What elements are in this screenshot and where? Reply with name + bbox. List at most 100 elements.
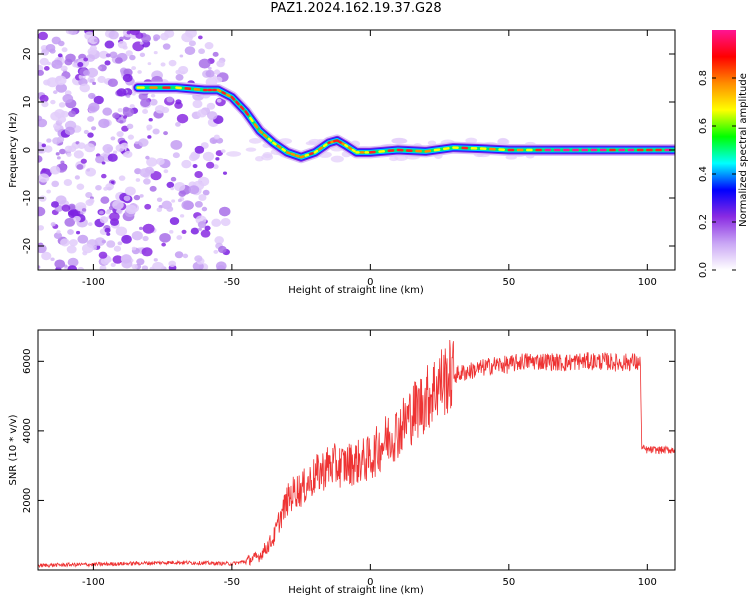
noise-blob bbox=[192, 164, 198, 169]
y-tick-label: 2000 bbox=[22, 488, 33, 513]
noise-blob bbox=[198, 194, 207, 201]
noise-blob bbox=[106, 232, 111, 236]
noise-blob bbox=[140, 98, 151, 108]
ridge-peak bbox=[290, 152, 296, 156]
noise-blob bbox=[122, 107, 134, 117]
noise-blob bbox=[60, 110, 69, 118]
noise-blob bbox=[194, 171, 203, 179]
noise-blob bbox=[121, 125, 129, 132]
noise-blob bbox=[176, 235, 183, 240]
noise-blob bbox=[113, 150, 118, 155]
noise-blob bbox=[222, 171, 228, 175]
noise-blob bbox=[86, 168, 91, 172]
ridge-peak bbox=[341, 142, 346, 146]
noise-blob bbox=[206, 161, 215, 169]
noise-blob bbox=[109, 51, 118, 59]
snr-series bbox=[38, 340, 675, 569]
noise-blob bbox=[168, 260, 177, 267]
noise-blob bbox=[87, 222, 93, 227]
noise-blob bbox=[206, 111, 218, 120]
noise-blob bbox=[55, 152, 60, 156]
noise-blob bbox=[49, 165, 61, 175]
noise-blob bbox=[74, 175, 80, 180]
snr-frame bbox=[37, 329, 676, 571]
noise-blob bbox=[93, 95, 104, 105]
noise-blob bbox=[171, 199, 176, 203]
noise-blob bbox=[98, 118, 110, 129]
noise-blob bbox=[107, 78, 118, 87]
ridge-peak bbox=[347, 146, 353, 150]
noise-blob bbox=[113, 245, 122, 252]
noise-blob bbox=[182, 253, 189, 259]
noise-blob bbox=[73, 215, 81, 223]
noise-blob bbox=[77, 62, 84, 68]
ridge-peak bbox=[226, 93, 231, 98]
noise-blob bbox=[118, 175, 126, 181]
noise-blob bbox=[83, 69, 90, 76]
noise-blob bbox=[91, 126, 97, 131]
noise-blob bbox=[101, 161, 106, 165]
noise-blob bbox=[99, 216, 109, 224]
noise-blob bbox=[147, 62, 152, 66]
noise-blob bbox=[38, 69, 44, 76]
noise-blob bbox=[57, 40, 65, 47]
noise-blob bbox=[77, 142, 86, 150]
ridge-peak bbox=[335, 139, 340, 143]
x-tick-label: 50 bbox=[502, 277, 515, 288]
noise-blob bbox=[137, 70, 142, 74]
noise-blob bbox=[175, 69, 182, 75]
noise-blob bbox=[108, 205, 114, 211]
colorbar-axes: 0.0 0.2 0.4 0.6 0.8 bbox=[698, 70, 736, 278]
noise-blob bbox=[39, 57, 49, 66]
noise-blob bbox=[81, 208, 87, 212]
noise-blob bbox=[160, 32, 169, 41]
noise-blob bbox=[99, 265, 107, 270]
noise-blob bbox=[104, 40, 115, 49]
noise-blob bbox=[196, 109, 207, 118]
noise-blob bbox=[55, 83, 67, 93]
noise-blob bbox=[172, 152, 180, 159]
noise-blob bbox=[84, 143, 96, 153]
noise-blob bbox=[166, 96, 174, 103]
noise-blob bbox=[95, 184, 102, 191]
noise-blob bbox=[66, 152, 72, 157]
ridge-peak bbox=[230, 95, 236, 101]
noise-blob bbox=[77, 234, 89, 244]
noise-blob bbox=[218, 206, 231, 217]
ridge-peak bbox=[281, 147, 286, 152]
noise-blob bbox=[64, 217, 76, 227]
noise-blob bbox=[87, 132, 94, 138]
noise-blob bbox=[169, 217, 180, 225]
noise-blob bbox=[100, 196, 110, 204]
x-tick-label: 100 bbox=[638, 577, 657, 588]
noise-blob bbox=[166, 181, 175, 189]
noise-blob bbox=[465, 137, 478, 144]
noise-blob bbox=[129, 54, 136, 61]
noise-blob bbox=[38, 173, 50, 183]
noise-blob bbox=[112, 112, 120, 119]
noise-blob bbox=[68, 30, 78, 36]
x-tick-label: 50 bbox=[502, 577, 515, 588]
noise-blob bbox=[46, 61, 51, 66]
noise-blob bbox=[108, 30, 119, 40]
noise-blob bbox=[76, 164, 84, 170]
noise-blob bbox=[56, 230, 61, 234]
noise-blob bbox=[88, 102, 100, 112]
noise-blob bbox=[41, 101, 49, 108]
noise-blob bbox=[204, 41, 214, 50]
noise-blob bbox=[92, 81, 97, 86]
noise-blob bbox=[41, 168, 47, 173]
noise-blob bbox=[38, 31, 48, 41]
noise-blob bbox=[81, 243, 94, 254]
noise-blob bbox=[122, 73, 133, 83]
noise-blob bbox=[161, 242, 166, 247]
noise-blob bbox=[107, 153, 118, 162]
noise-blob bbox=[216, 98, 222, 103]
noise-blob bbox=[211, 218, 222, 227]
noise-blob bbox=[41, 143, 47, 148]
noise-blob bbox=[85, 167, 97, 177]
ridge-peak bbox=[344, 143, 349, 148]
noise-blob bbox=[206, 102, 216, 110]
ridge-peak bbox=[295, 154, 300, 158]
